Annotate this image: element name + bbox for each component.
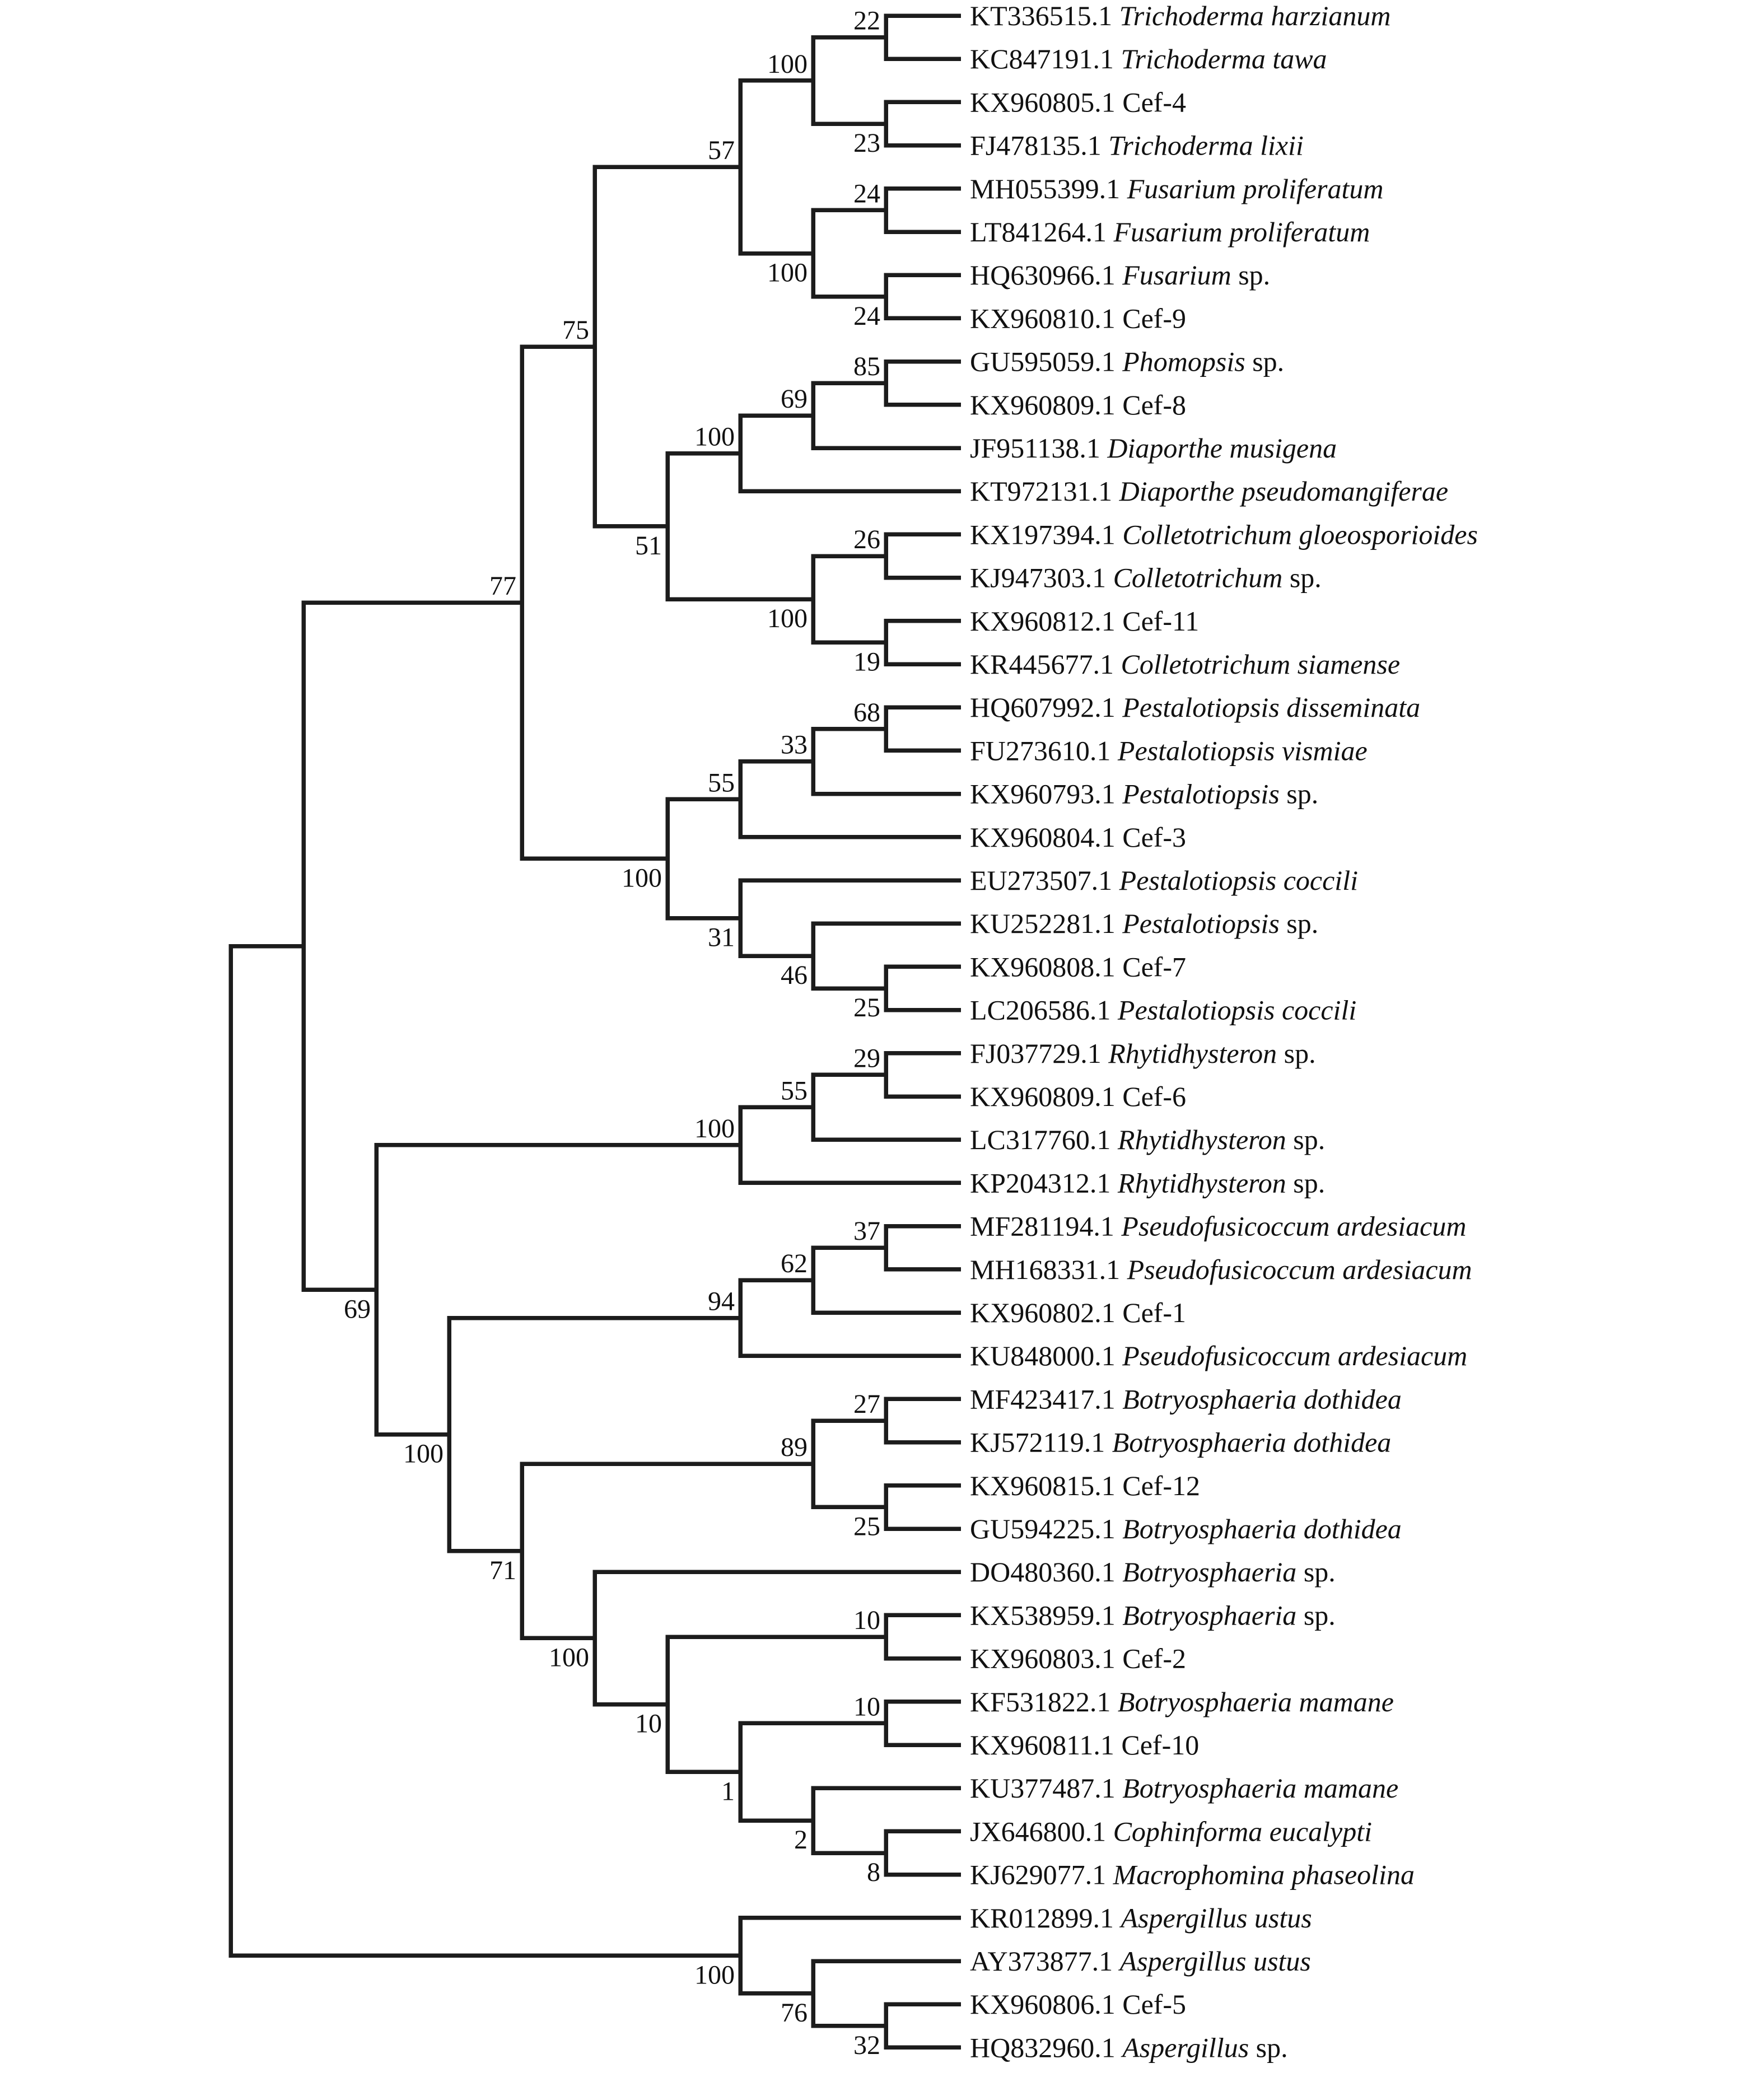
tip-label: KX960809.1 Cef-6 bbox=[970, 1081, 1186, 1112]
tip-label: FJ478135.1 Trichoderma lixii bbox=[970, 130, 1304, 161]
support-value: 24 bbox=[853, 301, 880, 331]
tip-label: LC317760.1 Rhytidhysteron sp. bbox=[970, 1124, 1325, 1155]
support-value: 55 bbox=[781, 1076, 808, 1105]
tip-label: HQ630966.1 Fusarium sp. bbox=[970, 259, 1270, 291]
support-value: 51 bbox=[635, 531, 662, 561]
tip-label: KJ572119.1 Botryosphaeria dothidea bbox=[970, 1427, 1391, 1458]
tip-label: MH168331.1 Pseudofusicoccum ardesiacum bbox=[970, 1254, 1472, 1285]
support-value: 33 bbox=[781, 730, 808, 760]
tip-label: KX960802.1 Cef-1 bbox=[970, 1297, 1186, 1328]
support-value: 68 bbox=[853, 698, 880, 727]
tip-label: KC847191.1 Trichoderma tawa bbox=[970, 43, 1327, 74]
support-value: 37 bbox=[853, 1216, 880, 1246]
tip-label: KX960805.1 Cef-4 bbox=[970, 86, 1186, 118]
support-value: 100 bbox=[694, 422, 735, 452]
tip-label: JF951138.1 Diaporthe musigena bbox=[970, 432, 1337, 464]
support-value: 10 bbox=[635, 1709, 662, 1739]
support-value: 10 bbox=[853, 1692, 880, 1721]
support-value: 100 bbox=[549, 1642, 589, 1672]
support-value: 85 bbox=[853, 352, 880, 381]
support-value: 100 bbox=[403, 1439, 444, 1469]
support-value: 100 bbox=[767, 604, 808, 633]
tip-label: KX960804.1 Cef-3 bbox=[970, 821, 1186, 853]
tip-label: KJ629077.1 Macrophomina phaseolina bbox=[970, 1859, 1415, 1890]
tip-label: DO480360.1 Botryosphaeria sp. bbox=[970, 1556, 1336, 1588]
support-value: 69 bbox=[781, 384, 808, 414]
support-value: 76 bbox=[781, 1998, 808, 2028]
tip-label: KU252281.1 Pestalotiopsis sp. bbox=[970, 908, 1318, 939]
tip-label: KJ947303.1 Colletotrichum sp. bbox=[970, 562, 1322, 594]
tip-label: KT972131.1 Diaporthe pseudomangiferae bbox=[970, 475, 1448, 507]
support-value: 62 bbox=[781, 1249, 808, 1278]
tip-label: KF531822.1 Botryosphaeria mamane bbox=[970, 1686, 1394, 1717]
support-value: 77 bbox=[489, 571, 516, 601]
support-value: 89 bbox=[781, 1432, 808, 1462]
support-value: 25 bbox=[853, 1511, 880, 1541]
support-value: 100 bbox=[694, 1960, 735, 1990]
tip-label: KX960809.1 Cef-8 bbox=[970, 389, 1186, 421]
tip-label: KX960793.1 Pestalotiopsis sp. bbox=[970, 778, 1318, 810]
support-value: 22 bbox=[853, 6, 880, 36]
tip-label: KU848000.1 Pseudofusicoccum ardesiacum bbox=[970, 1340, 1467, 1371]
tip-label: KX960811.1 Cef-10 bbox=[970, 1729, 1199, 1761]
support-value: 19 bbox=[853, 647, 880, 676]
support-value: 8 bbox=[867, 1857, 880, 1887]
tip-label: JX646800.1 Cophinforma eucalypti bbox=[970, 1815, 1372, 1847]
tip-label: MF423417.1 Botryosphaeria dothidea bbox=[970, 1383, 1402, 1415]
tip-label: EU273507.1 Pestalotiopsis coccili bbox=[970, 865, 1358, 896]
support-value: 31 bbox=[708, 923, 735, 953]
support-value: 2 bbox=[794, 1825, 808, 1855]
tip-label: KP204312.1 Rhytidhysteron sp. bbox=[970, 1167, 1325, 1198]
support-value: 55 bbox=[708, 768, 735, 797]
support-value: 24 bbox=[853, 179, 880, 208]
support-value: 1 bbox=[721, 1776, 735, 1806]
support-value: 46 bbox=[781, 960, 808, 990]
tip-label: HQ607992.1 Pestalotiopsis disseminata bbox=[970, 692, 1420, 723]
tip-label: KX960806.1 Cef-5 bbox=[970, 1988, 1186, 2020]
support-value: 25 bbox=[853, 993, 880, 1023]
tip-label: LC206586.1 Pestalotiopsis coccili bbox=[970, 995, 1356, 1026]
support-value: 10 bbox=[853, 1605, 880, 1635]
tip-label: GU595059.1 Phomopsis sp. bbox=[970, 346, 1284, 377]
support-value: 57 bbox=[708, 136, 735, 165]
tip-label: KX197394.1 Colletotrichum gloeosporioide… bbox=[970, 519, 1478, 550]
support-value: 100 bbox=[767, 49, 808, 79]
tip-label: KX960810.1 Cef-9 bbox=[970, 302, 1186, 334]
support-value: 71 bbox=[489, 1556, 516, 1585]
tip-label: FJ037729.1 Rhytidhysteron sp. bbox=[970, 1038, 1316, 1069]
support-value: 26 bbox=[853, 525, 880, 554]
tip-label: KR445677.1 Colletotrichum siamense bbox=[970, 648, 1400, 680]
support-value: 23 bbox=[853, 128, 880, 158]
support-value: 100 bbox=[622, 863, 662, 893]
tip-label: FU273610.1 Pestalotiopsis vismiae bbox=[970, 735, 1368, 766]
tip-label: KX960815.1 Cef-12 bbox=[970, 1470, 1200, 1501]
tip-label: KX538959.1 Botryosphaeria sp. bbox=[970, 1599, 1336, 1631]
support-value: 27 bbox=[853, 1389, 880, 1419]
support-value: 29 bbox=[853, 1043, 880, 1073]
support-value: 32 bbox=[853, 2030, 880, 2060]
support-value: 75 bbox=[562, 315, 589, 345]
tip-label: KX960803.1 Cef-2 bbox=[970, 1643, 1186, 1674]
tip-label: LT841264.1 Fusarium proliferatum bbox=[970, 216, 1370, 248]
support-value: 100 bbox=[694, 1114, 735, 1143]
tip-label: KR012899.1 Aspergillus ustus bbox=[970, 1902, 1312, 1934]
tip-label: MH055399.1 Fusarium proliferatum bbox=[970, 173, 1383, 204]
tip-label: KX960808.1 Cef-7 bbox=[970, 951, 1186, 982]
tip-label: MF281194.1 Pseudofusicoccum ardesiacum bbox=[970, 1211, 1467, 1242]
support-value: 69 bbox=[344, 1294, 371, 1324]
support-value: 94 bbox=[708, 1287, 735, 1317]
tip-label: AY373877.1 Aspergillus ustus bbox=[970, 1945, 1311, 1977]
tip-label: HQ832960.1 Aspergillus sp. bbox=[970, 2032, 1288, 2063]
tip-label: KX960812.1 Cef-11 bbox=[970, 605, 1199, 637]
tip-label: KT336515.1 Trichoderma harzianum bbox=[970, 0, 1390, 31]
tip-label: GU594225.1 Botryosphaeria dothidea bbox=[970, 1513, 1402, 1544]
support-value: 100 bbox=[767, 258, 808, 288]
tip-label: KU377487.1 Botryosphaeria mamane bbox=[970, 1772, 1398, 1804]
